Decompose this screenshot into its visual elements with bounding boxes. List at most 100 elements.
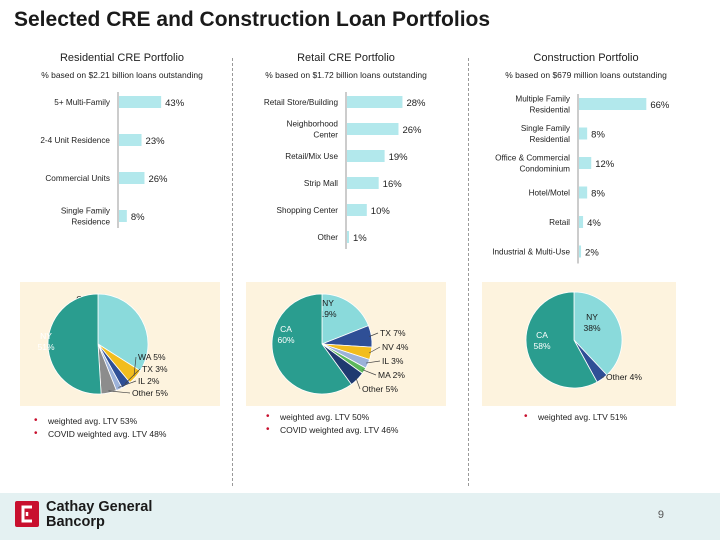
pie-leader-line xyxy=(355,377,361,390)
note-item: • COVID weighted avg. LTV 46% xyxy=(266,424,399,435)
pie-slice-label: CA xyxy=(536,330,548,340)
bar-value-label: 8% xyxy=(591,189,605,200)
pie-leader-line xyxy=(124,368,141,384)
pie-slice-label: 51% xyxy=(37,342,54,352)
bar-category-label: Residential xyxy=(529,135,570,144)
bar xyxy=(347,150,385,162)
logo-line-1: Cathay General xyxy=(46,499,153,515)
page-number: 9 xyxy=(657,509,664,521)
panel-subtitle: % based on $2.21 billion loans outstandi… xyxy=(41,70,203,80)
pie-slice-label: NY xyxy=(40,331,52,341)
pie-slice-label: NY xyxy=(322,298,334,308)
pie-slice-label: TX 3% xyxy=(142,364,168,374)
bar xyxy=(579,216,584,228)
pie-slice xyxy=(573,291,623,376)
panel-title: Residential CRE Portfolio xyxy=(59,52,185,64)
panel-title: Retail CRE Portfolio xyxy=(297,52,395,64)
note-item: • weighted avg. LTV 53% xyxy=(34,415,138,426)
bar-category-label: Residential xyxy=(529,106,570,115)
bar-category-label: Retail xyxy=(549,218,570,227)
bar-category-label: 2-4 Unit Residence xyxy=(40,136,110,145)
residential-cre-bar-chart: 43% 5+ Multi-Family 23% 2-4 Unit Residence 2… xyxy=(40,92,185,228)
bar-value-label: 2% xyxy=(585,248,599,259)
cathay-logo-icon xyxy=(15,501,39,527)
retail-cre-notes: • weighted avg. LTV 50% • COVID weighted a… xyxy=(266,411,399,438)
bar xyxy=(347,96,403,108)
bar-category-label: Center xyxy=(313,131,338,140)
panel-subtitle: % based on $679 million loans outstandin… xyxy=(505,70,667,80)
panel-retail-cre: Retail CRE Portfolio % based on $1.72 bi… xyxy=(234,52,458,484)
residential-cre-notes: • weighted avg. LTV 53% • COVID weighted a… xyxy=(34,415,167,442)
bar-value-label: 43% xyxy=(165,98,185,109)
bar xyxy=(579,157,592,169)
bar-value-label: 10% xyxy=(371,206,391,217)
bar-value-label: 28% xyxy=(406,98,426,109)
column-divider xyxy=(232,58,233,486)
pie-slice-label: WA 5% xyxy=(138,352,166,362)
bar-value-label: 26% xyxy=(148,174,168,185)
bar xyxy=(119,172,145,184)
bar xyxy=(347,177,379,189)
pie-leader-line xyxy=(368,346,381,354)
construction-bar-chart: 66% Multiple Family Residential 8% Single Fa… xyxy=(492,94,670,264)
note-item: • weighted avg. LTV 50% xyxy=(266,411,370,422)
bar-value-label: 1% xyxy=(353,233,367,244)
bar-category-label: Retail/Mix Use xyxy=(285,152,338,161)
pie-slice xyxy=(47,293,102,395)
bar xyxy=(347,231,349,243)
pie-leader-line xyxy=(133,356,137,376)
panel-title: Construction Portfolio xyxy=(533,52,639,64)
bar xyxy=(579,186,588,199)
bar-value-label: 8% xyxy=(131,212,145,223)
logo-line-2: Bancorp xyxy=(46,514,105,530)
note-item: • COVID weighted avg. LTV 48% xyxy=(34,428,167,439)
bar-category-label: 5+ Multi-Family xyxy=(54,98,111,107)
bar xyxy=(119,134,142,146)
bullet-icon: • xyxy=(34,428,38,439)
pie-slice xyxy=(525,291,598,389)
bar-category-label: Single Family xyxy=(521,124,571,133)
pie-slice-label: 19% xyxy=(319,309,336,319)
bar-category-label: Shopping Center xyxy=(277,206,339,215)
bar-value-label: 16% xyxy=(383,179,403,190)
bar-value-label: 66% xyxy=(650,100,670,111)
pie-slice-label: 60% xyxy=(277,335,294,345)
bar-category-label: Neighborhood xyxy=(287,120,339,129)
pie-slice-label: CA xyxy=(280,324,292,334)
bar xyxy=(119,210,127,222)
bar-value-label: 23% xyxy=(146,136,166,147)
pie-leader-line xyxy=(118,380,137,388)
retail-cre-pie-panel: NY 19% TX 7% NV 4% IL 3% MA 2% Other 5% CA 60% xyxy=(246,282,446,406)
bar-category-label: Commercial Units xyxy=(45,174,110,183)
bullet-icon: • xyxy=(266,411,270,422)
bar xyxy=(579,98,647,110)
panel-residential-cre: Residential CRE Portfolio % based on $2.… xyxy=(10,52,234,484)
bar-category-label: Single Family xyxy=(61,207,111,216)
pie-slice-label: NY xyxy=(586,312,598,322)
bar-category-label: Multiple Family xyxy=(515,95,571,104)
pie-slice xyxy=(321,293,370,345)
bar xyxy=(119,96,162,108)
bar-category-label: Residence xyxy=(71,218,110,227)
bar-value-label: 4% xyxy=(587,218,601,229)
pie-slice-label: 58% xyxy=(533,341,550,351)
bar-category-label: Other xyxy=(318,233,339,242)
pie-slice-label: TX 7% xyxy=(380,328,406,338)
pie-slice-label: Other 5% xyxy=(132,388,168,398)
note-item: • weighted avg. LTV 51% xyxy=(524,411,628,422)
page-title: Selected CRE and Construction Loan Portf… xyxy=(14,8,491,31)
construction-notes: • weighted avg. LTV 51% xyxy=(524,411,628,425)
pie-slice-label: NV 4% xyxy=(382,342,409,352)
footer: Cathay General Bancorp 9 xyxy=(0,493,720,540)
pie-slice-label: 38% xyxy=(583,323,600,333)
pie-slice-label: Other 5% xyxy=(362,384,398,394)
column-divider xyxy=(468,58,469,486)
panel-subtitle: % based on $1.72 billion loans outstandi… xyxy=(265,70,427,80)
bar xyxy=(579,127,588,140)
panel-construction: Construction Portfolio % based on $679 m… xyxy=(474,52,698,484)
bar-value-label: 12% xyxy=(595,159,615,170)
